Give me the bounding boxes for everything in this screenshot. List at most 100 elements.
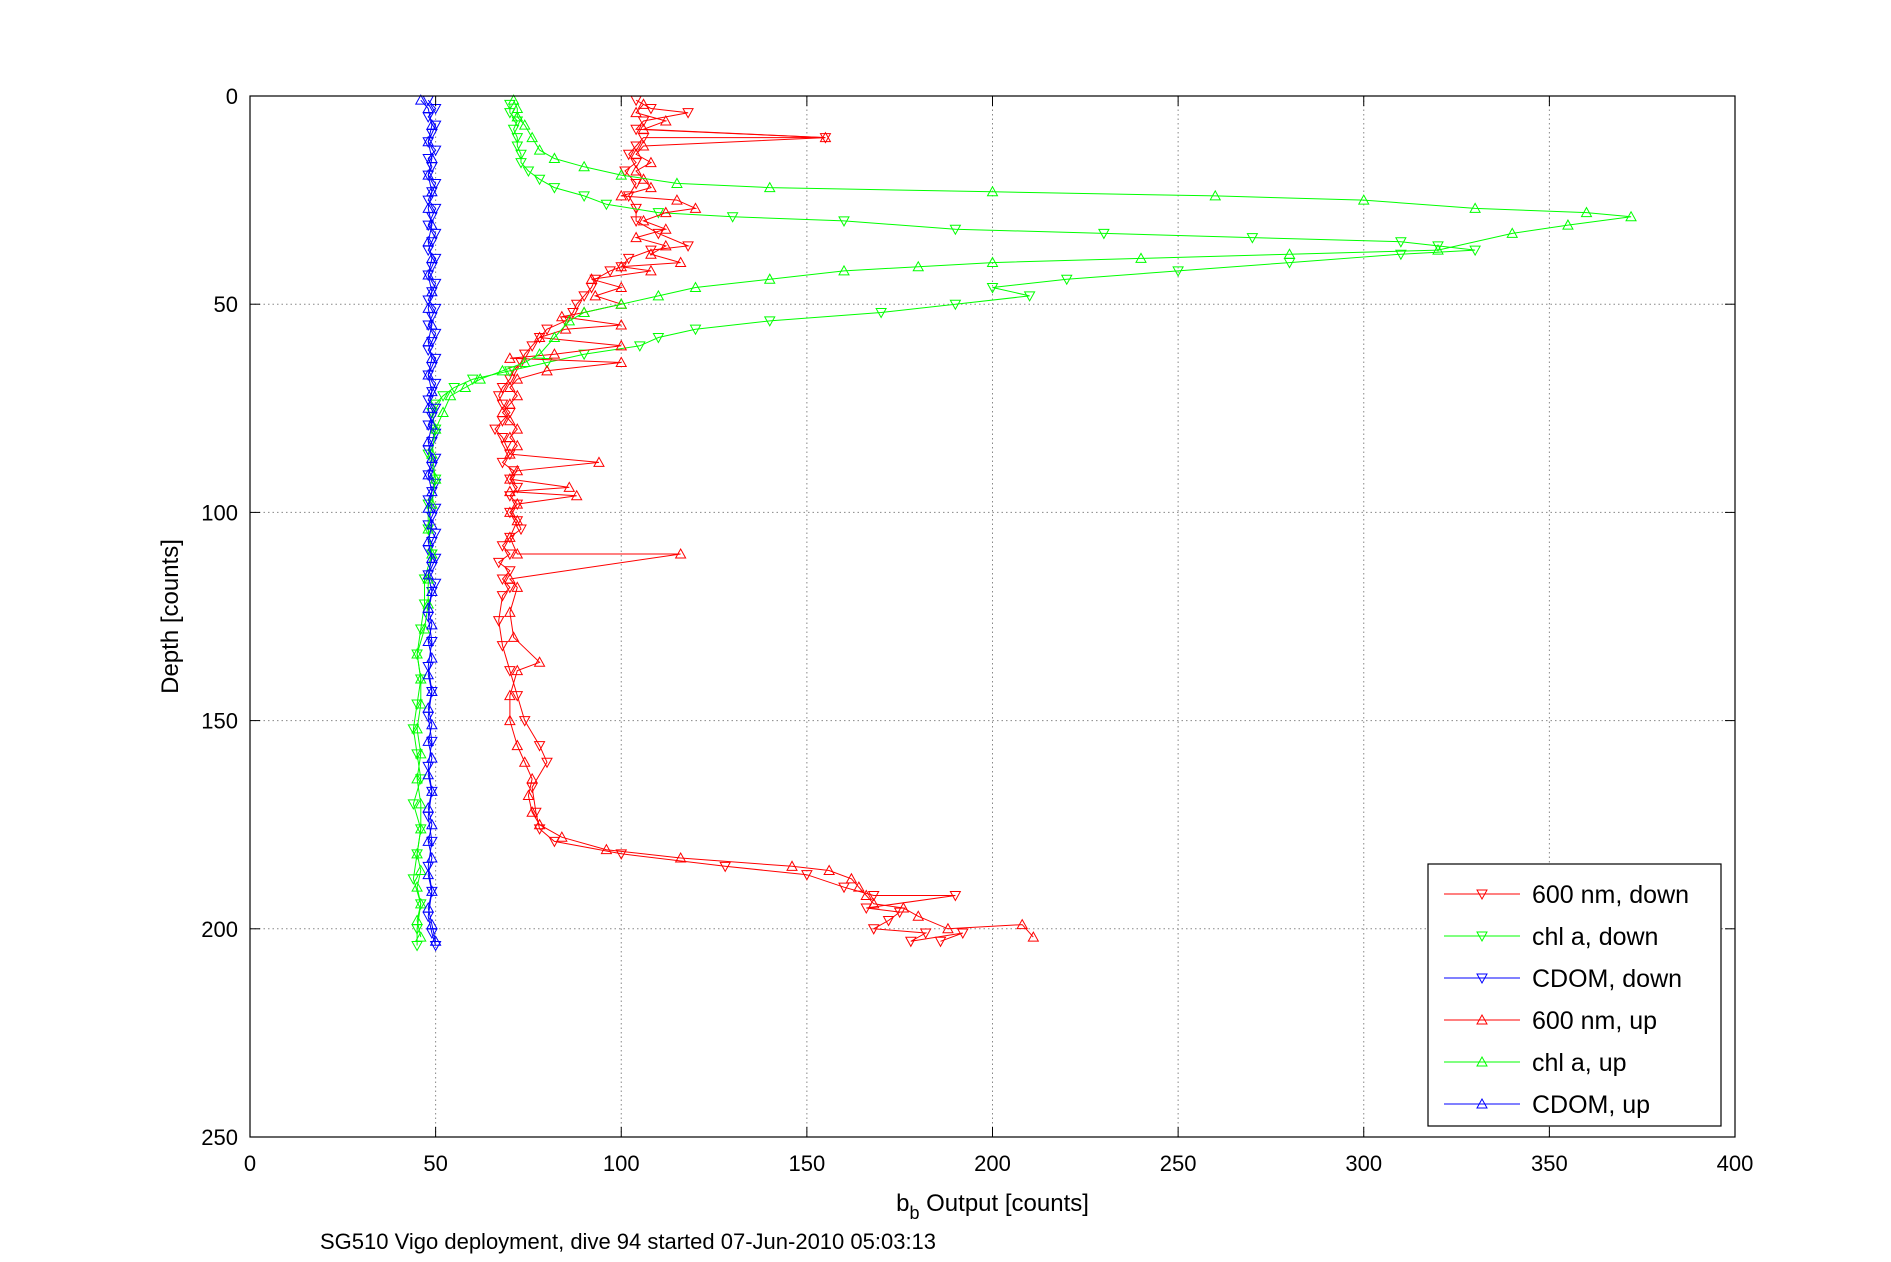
legend-entry: chl a, up xyxy=(1444,1049,1627,1077)
series-line xyxy=(412,104,1476,946)
data-point xyxy=(504,431,516,442)
data-point xyxy=(429,253,442,265)
data-point xyxy=(630,148,642,159)
data-point xyxy=(422,135,435,147)
data-point xyxy=(689,324,702,336)
legend-marker xyxy=(1476,889,1488,901)
x-tick-label: 100 xyxy=(603,1151,640,1176)
data-point xyxy=(429,503,442,515)
data-point xyxy=(912,260,925,272)
data-point xyxy=(507,94,520,105)
series-line xyxy=(420,99,437,942)
legend-label: CDOM, up xyxy=(1532,1091,1650,1119)
data-point xyxy=(422,868,435,880)
data-point xyxy=(949,890,962,902)
data-point xyxy=(526,772,538,784)
data-point xyxy=(422,102,435,113)
data-point xyxy=(511,548,524,559)
data-point xyxy=(422,435,435,447)
data-point xyxy=(763,181,776,193)
data-point xyxy=(496,364,509,376)
data-point xyxy=(429,303,442,315)
data-point xyxy=(659,223,672,234)
data-point xyxy=(489,424,501,436)
data-point xyxy=(422,901,435,913)
data-point xyxy=(511,141,524,152)
data-point xyxy=(533,741,546,752)
data-point xyxy=(1357,194,1370,205)
data-point xyxy=(504,566,516,577)
data-point xyxy=(426,152,438,163)
data-point xyxy=(496,541,509,552)
data-point xyxy=(515,149,527,161)
data-point xyxy=(622,253,635,265)
data-point xyxy=(496,591,509,602)
data-point xyxy=(526,341,538,352)
data-point xyxy=(426,918,438,930)
plot-area xyxy=(407,94,1637,952)
data-point xyxy=(652,333,665,344)
data-point xyxy=(615,849,628,860)
x-tick-label: 50 xyxy=(423,1151,447,1176)
data-point xyxy=(570,489,583,501)
data-point xyxy=(426,352,438,363)
data-point xyxy=(426,237,438,248)
data-point xyxy=(1283,248,1296,259)
data-point xyxy=(819,131,832,143)
x-axis-label-subscript: b xyxy=(909,1203,919,1223)
data-point xyxy=(466,374,479,386)
data-point xyxy=(1395,237,1407,248)
data-point xyxy=(414,774,427,785)
legend: 600 nm, down chl a, down CDOM, down 600 nm,… xyxy=(1427,863,1722,1127)
data-point xyxy=(637,139,650,151)
data-point xyxy=(1060,274,1073,286)
data-point xyxy=(801,870,813,881)
data-point xyxy=(504,606,516,617)
data-point xyxy=(411,722,423,734)
data-point xyxy=(429,553,442,565)
data-point xyxy=(507,631,520,642)
data-point xyxy=(893,907,906,919)
data-point xyxy=(411,914,423,925)
data-point xyxy=(426,636,438,648)
data-point xyxy=(422,635,435,646)
data-point xyxy=(422,269,435,280)
data-point xyxy=(589,289,602,301)
data-point xyxy=(604,266,616,277)
data-point xyxy=(504,506,516,517)
x-tick-label: 150 xyxy=(789,1151,826,1176)
data-point xyxy=(411,699,423,710)
y-tick-label: 250 xyxy=(201,1125,238,1150)
data-point xyxy=(504,666,516,677)
data-point xyxy=(429,378,442,390)
legend-label: chl a, down xyxy=(1532,923,1658,951)
data-point xyxy=(578,306,590,318)
data-point xyxy=(426,285,438,297)
data-point xyxy=(426,736,438,748)
data-point xyxy=(645,181,657,193)
data-point xyxy=(422,802,435,813)
data-point xyxy=(407,724,420,735)
data-point xyxy=(942,922,954,934)
x-axis-label-rest: Output [counts] xyxy=(919,1190,1088,1217)
data-point xyxy=(541,324,553,336)
data-point xyxy=(645,156,657,168)
data-point xyxy=(511,133,524,144)
data-point xyxy=(1469,245,1481,257)
data-point xyxy=(429,203,442,215)
data-point xyxy=(530,807,542,819)
data-point xyxy=(504,689,516,701)
data-point xyxy=(867,897,880,909)
data-point xyxy=(674,256,687,268)
data-point xyxy=(422,220,435,232)
data-point xyxy=(504,99,516,111)
data-point xyxy=(437,406,449,417)
data-point xyxy=(533,818,546,830)
data-point xyxy=(630,141,642,152)
x-tick-label: 350 xyxy=(1531,1151,1568,1176)
data-point xyxy=(429,353,442,365)
legend-entry: CDOM, up xyxy=(1444,1091,1650,1119)
series-5 xyxy=(414,94,442,946)
x-tick-label: 300 xyxy=(1345,1151,1382,1176)
data-point xyxy=(548,331,561,343)
